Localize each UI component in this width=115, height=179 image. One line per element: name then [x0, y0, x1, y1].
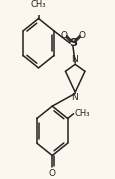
- Text: O: O: [78, 31, 85, 40]
- Text: CH₃: CH₃: [74, 109, 89, 118]
- Text: O: O: [48, 169, 55, 178]
- Text: N: N: [71, 93, 77, 102]
- Text: N: N: [71, 55, 77, 64]
- Text: CH₃: CH₃: [30, 0, 46, 9]
- Text: O: O: [60, 31, 67, 40]
- Text: S: S: [68, 38, 76, 48]
